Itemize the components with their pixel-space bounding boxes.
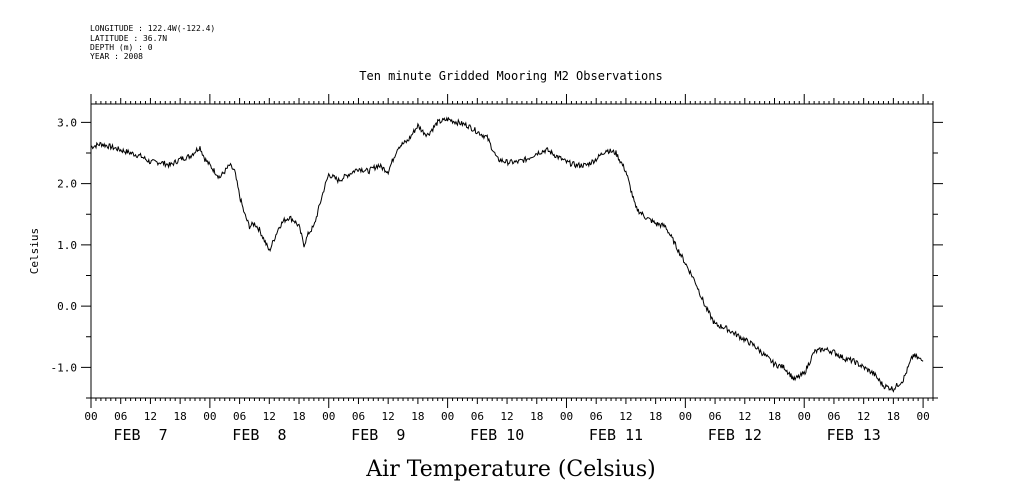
x-hour-label: 18 bbox=[292, 410, 305, 423]
x-axis: 00 06 12 18 00 06 12 18 00 06 12 18 00 06 12 18 00 06 12 18… bbox=[84, 94, 934, 444]
x-hour-label: 12 bbox=[738, 410, 751, 423]
x-hour-label: 00 bbox=[916, 410, 929, 423]
x-day-label: FEB 12 bbox=[708, 426, 762, 444]
x-hour-label: 00 bbox=[322, 410, 335, 423]
x-hour-label: 06 bbox=[827, 410, 840, 423]
meta-year: YEAR : 2008 bbox=[90, 52, 143, 61]
x-day-label: FEB 11 bbox=[589, 426, 643, 444]
x-hour-label: 12 bbox=[263, 410, 276, 423]
x-day-label: FEB 10 bbox=[470, 426, 524, 444]
x-hour-label: 12 bbox=[619, 410, 632, 423]
y-tick-label: -1.0 bbox=[51, 361, 78, 374]
x-hour-label: 06 bbox=[708, 410, 721, 423]
x-day-label: FEB 9 bbox=[351, 426, 405, 444]
x-hour-label: 00 bbox=[84, 410, 97, 423]
meta-depth: DEPTH (m) : 0 bbox=[90, 43, 153, 52]
x-axis-label: Air Temperature (Celsius) bbox=[365, 457, 655, 482]
x-hour-label: 00 bbox=[679, 410, 692, 423]
meta-latitude: LATITUDE : 36.7N bbox=[90, 34, 167, 43]
x-hour-label: 12 bbox=[500, 410, 513, 423]
x-hour-label: 12 bbox=[144, 410, 157, 423]
x-hour-label: 18 bbox=[174, 410, 187, 423]
chart-title: Ten minute Gridded Mooring M2 Observatio… bbox=[359, 69, 662, 83]
y-tick-label: 2.0 bbox=[57, 178, 77, 191]
y-tick-label: 1.0 bbox=[57, 239, 77, 252]
y-tick-label: 0.0 bbox=[57, 300, 77, 313]
x-hour-label: 18 bbox=[768, 410, 781, 423]
x-hour-label: 06 bbox=[233, 410, 246, 423]
x-hour-label: 00 bbox=[441, 410, 454, 423]
y-axis: -1.0 0.0 1.0 2.0 3.0 bbox=[51, 116, 943, 399]
x-hour-label: 00 bbox=[798, 410, 811, 423]
x-hour-label: 00 bbox=[203, 410, 216, 423]
x-day-label: FEB 13 bbox=[827, 426, 881, 444]
x-hour-label: 06 bbox=[352, 410, 365, 423]
x-hour-label: 18 bbox=[411, 410, 424, 423]
x-hour-label: 00 bbox=[560, 410, 573, 423]
meta-longitude: LONGITUDE : 122.4W(-122.4) bbox=[90, 24, 215, 33]
x-hour-label: 18 bbox=[887, 410, 900, 423]
x-hour-label: 06 bbox=[114, 410, 127, 423]
x-hour-label: 18 bbox=[649, 410, 662, 423]
x-hour-label: 18 bbox=[530, 410, 543, 423]
air-temperature-line bbox=[90, 116, 924, 393]
x-day-label: FEB 8 bbox=[232, 426, 286, 444]
y-axis-label: Celsius bbox=[28, 228, 41, 274]
x-hour-label: 12 bbox=[857, 410, 870, 423]
x-hour-label: 06 bbox=[471, 410, 484, 423]
plot-frame bbox=[90, 103, 934, 399]
x-hour-label: 12 bbox=[382, 410, 395, 423]
series-group bbox=[90, 116, 924, 393]
x-hour-label: 06 bbox=[590, 410, 603, 423]
metadata-block: LONGITUDE : 122.4W(-122.4) LATITUDE : 36… bbox=[90, 24, 215, 61]
y-tick-label: 3.0 bbox=[57, 116, 77, 129]
x-day-label: FEB 7 bbox=[113, 426, 167, 444]
